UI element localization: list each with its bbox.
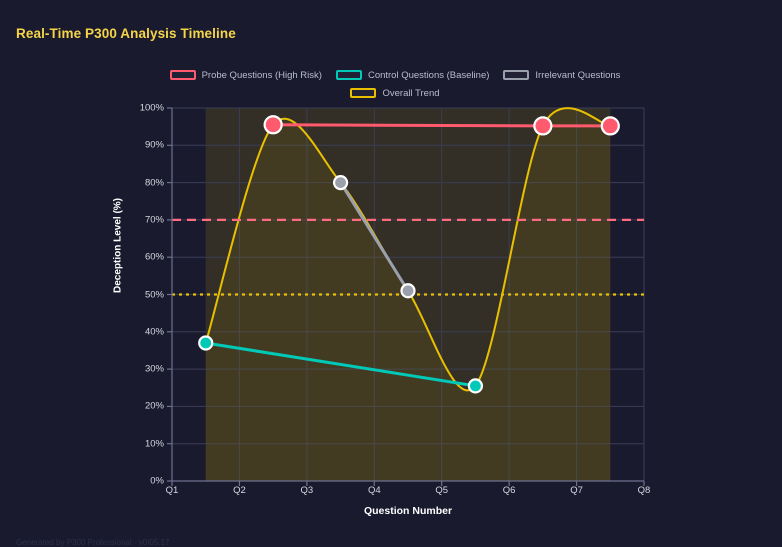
- footer-text: Generated by P300 Professional · v0/05.1…: [16, 538, 170, 547]
- x-axis-tick-label: Q1: [165, 485, 179, 496]
- series-line-probe: [271, 123, 612, 128]
- x-axis-tick-label: Q4: [367, 485, 381, 496]
- legend-label: Probe Questions (High Risk): [201, 69, 322, 81]
- y-axis-tick-label: 10%: [144, 438, 164, 450]
- legend-item-irrelevant[interactable]: Irrelevant Questions: [503, 68, 620, 82]
- x-axis-tick-label: Q8: [637, 485, 651, 496]
- y-axis-tick-label: 0%: [150, 475, 164, 487]
- data-point-marker[interactable]: [263, 115, 283, 135]
- legend-item-control[interactable]: Control Questions (Baseline): [335, 68, 490, 82]
- y-axis-tick-label: 50%: [144, 289, 164, 300]
- legend-item-probe[interactable]: Probe Questions (High Risk): [169, 68, 322, 82]
- data-point-marker[interactable]: [533, 116, 553, 136]
- data-point-marker[interactable]: [198, 335, 214, 351]
- x-axis-tick-label: Q7: [570, 485, 583, 496]
- y-axis-tick-label: 80%: [144, 177, 164, 189]
- legend-label: Irrelevant Questions: [535, 69, 621, 81]
- legend-label: Overall Trend: [382, 87, 440, 99]
- x-axis-title: Question Number: [363, 505, 453, 517]
- data-point-marker[interactable]: [600, 116, 620, 136]
- legend-item-trend[interactable]: Overall Trend: [350, 86, 440, 100]
- y-axis-tick-label: 30%: [144, 363, 164, 375]
- legend-swatch-probe-icon: [169, 70, 196, 80]
- x-axis-tick-label: Q6: [502, 485, 516, 496]
- y-axis-tick-label: 20%: [144, 400, 164, 412]
- data-point-marker[interactable]: [467, 378, 484, 394]
- y-axis-tick-label: 70%: [144, 214, 164, 226]
- legend-swatch-irrelevant-icon: [503, 70, 530, 80]
- page-title: Real-Time P300 Analysis Timeline: [16, 26, 236, 41]
- x-axis-tick-label: Q3: [300, 485, 314, 496]
- x-axis-tick-label: Q2: [233, 485, 246, 496]
- data-point-marker[interactable]: [332, 175, 349, 191]
- series-line-control: [204, 341, 477, 388]
- y-axis-title: Deception Level (%): [112, 197, 124, 294]
- y-axis-tick-label: 100%: [139, 102, 164, 114]
- legend-label: Control Questions (Baseline): [367, 69, 490, 81]
- y-axis-tick-label: 40%: [144, 326, 164, 338]
- chart-legend: Probe Questions (High Risk) Control Quest…: [155, 68, 635, 100]
- legend-swatch-control-icon: [335, 70, 362, 80]
- x-axis-tick-label: Q5: [435, 485, 449, 496]
- legend-swatch-trend-icon: [350, 88, 377, 98]
- data-point-marker[interactable]: [400, 283, 416, 299]
- y-axis-tick-label: 90%: [144, 139, 164, 151]
- series-line-irrelevant: [339, 181, 410, 293]
- y-axis-tick-label: 60%: [144, 251, 164, 263]
